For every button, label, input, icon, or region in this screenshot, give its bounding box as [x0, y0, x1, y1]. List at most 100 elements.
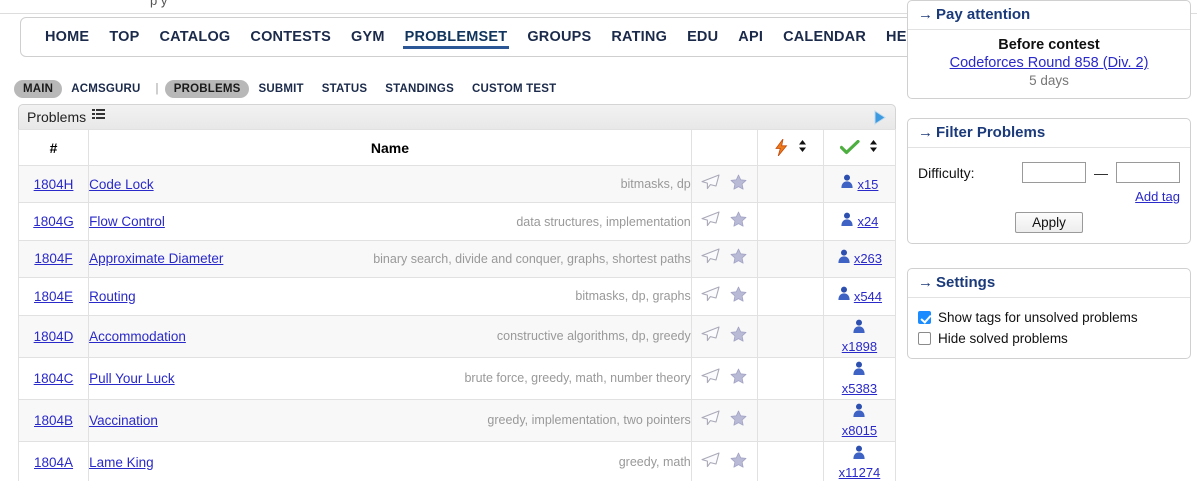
solved-count-link[interactable]: x8015 — [841, 422, 878, 438]
nav-item-edu[interactable]: EDU — [687, 29, 719, 45]
problem-name-link[interactable]: Flow Control — [89, 214, 165, 230]
paper-plane-icon[interactable] — [701, 368, 720, 389]
subnav-separator: | — [155, 83, 159, 95]
star-icon[interactable] — [730, 211, 747, 232]
solved-count-link[interactable]: x544 — [853, 288, 883, 304]
star-icon[interactable] — [730, 174, 747, 195]
apply-button[interactable]: Apply — [1015, 212, 1083, 233]
problem-id-cell: 1804G — [17, 202, 90, 241]
nav-item-calendar[interactable]: CALENDAR — [783, 29, 867, 45]
nav-item-contests[interactable]: CONTESTS — [250, 29, 331, 45]
action-icons — [692, 248, 757, 269]
problem-solved-cell: x5383 — [822, 356, 897, 400]
problem-id-link[interactable]: 1804F — [34, 251, 73, 267]
paper-plane-icon[interactable] — [701, 452, 720, 473]
paper-plane-icon[interactable] — [701, 286, 720, 307]
nav-item-groups[interactable]: GROUPS — [527, 29, 592, 45]
play-triangle-icon[interactable] — [873, 110, 886, 130]
problem-name-link[interactable]: Vaccination — [89, 412, 158, 428]
problem-actions-cell — [690, 164, 758, 204]
column-header-solved[interactable] — [822, 129, 897, 166]
problem-name-link[interactable]: Lame King — [89, 454, 154, 470]
paper-plane-icon[interactable] — [701, 248, 720, 269]
problem-solved-cell: x11274 — [822, 440, 897, 481]
problem-id-link[interactable]: 1804G — [33, 214, 74, 230]
contest-link[interactable]: Codeforces Round 858 (Div. 2) — [949, 55, 1149, 71]
nav-item-rating[interactable]: RATING — [611, 29, 668, 45]
nav-item-catalog[interactable]: CATALOG — [159, 29, 231, 45]
problem-id-link[interactable]: 1804C — [33, 370, 74, 386]
problem-name-link[interactable]: Routing — [89, 288, 136, 304]
problem-id-link[interactable]: 1804H — [33, 176, 74, 192]
problem-actions-cell — [690, 440, 758, 481]
star-icon[interactable] — [730, 410, 747, 431]
paper-plane-icon[interactable] — [701, 410, 720, 431]
setting-option[interactable]: Hide solved problems — [918, 331, 1180, 346]
problem-difficulty-cell — [756, 164, 824, 204]
user-icon — [837, 286, 851, 306]
checkbox[interactable] — [918, 332, 931, 345]
solved-count: x1898 — [842, 319, 877, 354]
solved-count: x5383 — [842, 361, 877, 396]
subnav-item-status[interactable]: STATUS — [321, 83, 368, 95]
difficulty-min-input[interactable] — [1022, 162, 1086, 183]
nav-item-api[interactable]: API — [738, 29, 764, 45]
subnav-item-submit[interactable]: SUBMIT — [258, 83, 304, 95]
checkbox[interactable] — [918, 311, 931, 324]
problem-name-link[interactable]: Code Lock — [89, 176, 154, 192]
subnav-item-problems[interactable]: PROBLEMS — [164, 80, 250, 98]
nav-item-top[interactable]: TOP — [109, 29, 140, 45]
problem-solved-cell: x263 — [822, 239, 897, 279]
difficulty-label: Difficulty: — [918, 164, 975, 181]
subnav-item-acmsguru[interactable]: ACMSGURU — [71, 83, 141, 95]
paper-plane-icon[interactable] — [701, 174, 720, 195]
star-icon[interactable] — [730, 248, 747, 269]
problem-id-link[interactable]: 1804A — [34, 454, 74, 470]
problem-name-link[interactable]: Accommodation — [89, 328, 186, 344]
star-icon[interactable] — [730, 326, 747, 347]
sort-arrows-icon[interactable] — [869, 139, 878, 156]
problem-id-cell: 1804A — [17, 440, 90, 481]
star-icon[interactable] — [730, 368, 747, 389]
paper-plane-icon[interactable] — [701, 211, 720, 232]
problem-id-link[interactable]: 1804D — [33, 328, 74, 344]
subnav-item-custom-test[interactable]: CUSTOM TEST — [471, 83, 557, 95]
action-icons — [692, 286, 757, 307]
action-icons — [692, 211, 757, 232]
problem-name-link[interactable]: Pull Your Luck — [89, 370, 175, 386]
apply-row: Apply — [918, 212, 1180, 233]
star-icon[interactable] — [730, 286, 747, 307]
list-icon[interactable] — [92, 108, 106, 126]
problem-name-link[interactable]: Approximate Diameter — [89, 251, 224, 267]
solved-count-link[interactable]: x24 — [857, 214, 879, 230]
problem-tags: bitmasks, dp, graphs — [575, 289, 691, 304]
sort-arrows-icon[interactable] — [798, 139, 807, 156]
column-header-id[interactable]: # — [17, 129, 90, 166]
subnav-item-main[interactable]: MAIN — [14, 80, 63, 98]
filter-title: Filter Problems — [936, 124, 1046, 141]
nav-item-gym[interactable]: GYM — [350, 29, 385, 45]
star-icon[interactable] — [730, 452, 747, 473]
add-tag-link[interactable]: Add tag — [1135, 189, 1180, 204]
problem-id-cell: 1804H — [17, 164, 90, 204]
solved-count-link[interactable]: x263 — [853, 251, 883, 267]
problem-actions-cell — [690, 277, 758, 316]
difficulty-range-dash: — — [1094, 164, 1108, 181]
column-header-bolt[interactable] — [756, 129, 824, 166]
nav-item-home[interactable]: HOME — [45, 29, 90, 45]
problem-difficulty-cell — [756, 356, 824, 400]
solved-count-link[interactable]: x1898 — [841, 338, 878, 354]
nav-item-problemset[interactable]: PROBLEMSET — [395, 18, 518, 56]
user-icon — [840, 212, 854, 232]
setting-option[interactable]: Show tags for unsolved problems — [918, 310, 1180, 325]
solved-count-link[interactable]: x15 — [857, 176, 879, 192]
clipped-text-above: p y — [150, 0, 168, 8]
subnav-item-standings[interactable]: STANDINGS — [385, 83, 454, 95]
problem-id-link[interactable]: 1804B — [34, 412, 74, 428]
problem-id-link[interactable]: 1804E — [34, 288, 74, 304]
solved-count-link[interactable]: x5383 — [841, 380, 878, 396]
solved-count-link[interactable]: x11274 — [838, 464, 881, 480]
column-header-name[interactable]: Name — [88, 129, 692, 166]
paper-plane-icon[interactable] — [701, 326, 720, 347]
difficulty-max-input[interactable] — [1116, 162, 1180, 183]
